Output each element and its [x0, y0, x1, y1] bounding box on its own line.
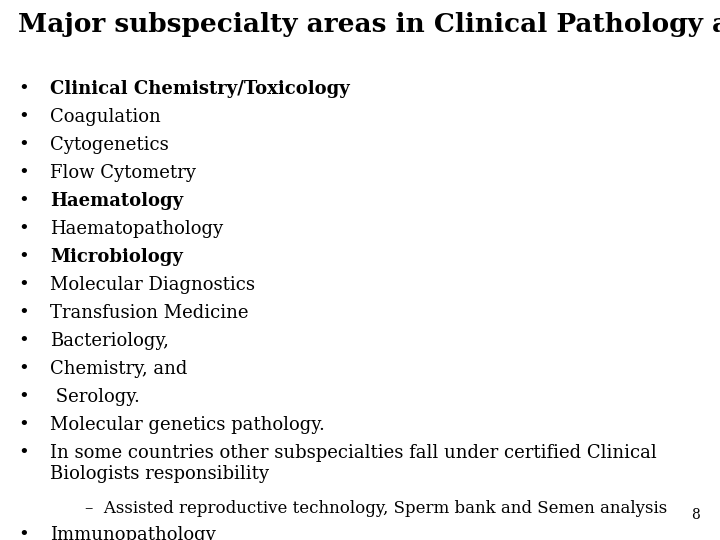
Text: •: • [18, 416, 29, 434]
Text: •: • [18, 248, 29, 266]
Text: •: • [18, 304, 29, 322]
Text: •: • [18, 388, 29, 406]
Text: Flow Cytometry: Flow Cytometry [50, 164, 196, 182]
Text: Molecular genetics pathology.: Molecular genetics pathology. [50, 416, 325, 434]
Text: •: • [18, 276, 29, 294]
Text: –  Assisted reproductive technology, Sperm bank and Semen analysis: – Assisted reproductive technology, Sper… [85, 500, 667, 517]
Text: •: • [18, 192, 29, 210]
Text: Haematopathology: Haematopathology [50, 220, 223, 238]
Text: •: • [18, 360, 29, 378]
Text: Chemistry, and: Chemistry, and [50, 360, 187, 378]
Text: Transfusion Medicine: Transfusion Medicine [50, 304, 248, 322]
Text: Clinical Chemistry/Toxicology: Clinical Chemistry/Toxicology [50, 80, 350, 98]
Text: In some countries other subspecialties fall under certified Clinical
Biologists : In some countries other subspecialties f… [50, 444, 657, 483]
Text: •: • [18, 332, 29, 350]
Text: •: • [18, 108, 29, 126]
Text: •: • [18, 444, 29, 462]
Text: Serology.: Serology. [50, 388, 140, 406]
Text: Haematology: Haematology [50, 192, 183, 210]
Text: •: • [18, 136, 29, 154]
Text: Cytogenetics: Cytogenetics [50, 136, 168, 154]
Text: 8: 8 [691, 508, 700, 522]
Text: •: • [18, 80, 29, 98]
Text: Bacteriology,: Bacteriology, [50, 332, 169, 350]
Text: •: • [18, 164, 29, 182]
Text: Immunopathology: Immunopathology [50, 526, 216, 540]
Text: Major subspecialty areas in Clinical Pathology are:: Major subspecialty areas in Clinical Pat… [18, 12, 720, 37]
Text: Coagulation: Coagulation [50, 108, 161, 126]
Text: Microbiology: Microbiology [50, 248, 183, 266]
Text: •: • [18, 220, 29, 238]
Text: Molecular Diagnostics: Molecular Diagnostics [50, 276, 255, 294]
Text: •: • [18, 526, 29, 540]
